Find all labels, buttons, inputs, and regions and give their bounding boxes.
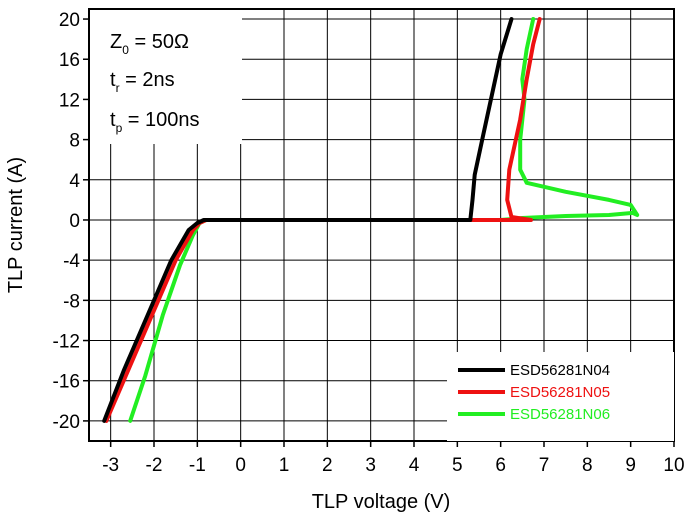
y-tick-label: -8 (63, 291, 80, 312)
legend-label: ESD56281N05 (510, 384, 610, 401)
y-tick-label: 16 (59, 50, 80, 71)
x-axis-title: TLP voltage (V) (312, 491, 451, 513)
x-tick-label: 9 (625, 455, 636, 476)
legend-label: ESD56281N04 (510, 362, 610, 379)
x-tick-label: 2 (322, 455, 333, 476)
y-axis-title: TLP current (A) (5, 157, 27, 293)
y-tick-label: 8 (69, 131, 80, 152)
y-tick-label: 20 (59, 10, 80, 31)
x-tick-label: 1 (279, 455, 290, 476)
x-tick-label: -1 (189, 455, 206, 476)
plot-frame (88, 8, 675, 442)
param-tr: tr = 2ns (110, 69, 175, 95)
y-tick-label: 12 (59, 90, 80, 111)
y-tick-label: 0 (69, 211, 80, 232)
x-tick-label: 10 (663, 455, 684, 476)
x-tick-label: 8 (582, 455, 593, 476)
x-tick-label: 0 (235, 455, 246, 476)
legend-label: ESD56281N06 (510, 406, 610, 423)
y-tick-label: -12 (53, 332, 80, 353)
x-tick-label: 6 (495, 455, 506, 476)
y-tick-label: 4 (69, 171, 80, 192)
y-tick-label: -4 (63, 251, 80, 272)
x-tick-label: 7 (539, 455, 550, 476)
x-tick-label: 4 (409, 455, 420, 476)
param-z0: Z0 = 50Ω (110, 31, 189, 57)
x-tick-label: 3 (365, 455, 376, 476)
series-line-esd56281n04 (102, 17, 514, 423)
legend-box (447, 352, 674, 441)
legend: ESD56281N04 ESD56281N05 ESD56281N06 (447, 352, 674, 441)
x-tick-label: -2 (146, 455, 163, 476)
parameter-box (90, 10, 242, 144)
param-tp: tp = 100ns (110, 109, 200, 135)
x-tick-label: -3 (102, 455, 119, 476)
y-tick-label: -16 (53, 372, 80, 393)
y-tick-label: -20 (53, 412, 80, 433)
series-line-esd56281n06 (128, 17, 640, 423)
series-lines (102, 17, 640, 423)
x-tick-label: 5 (452, 455, 463, 476)
